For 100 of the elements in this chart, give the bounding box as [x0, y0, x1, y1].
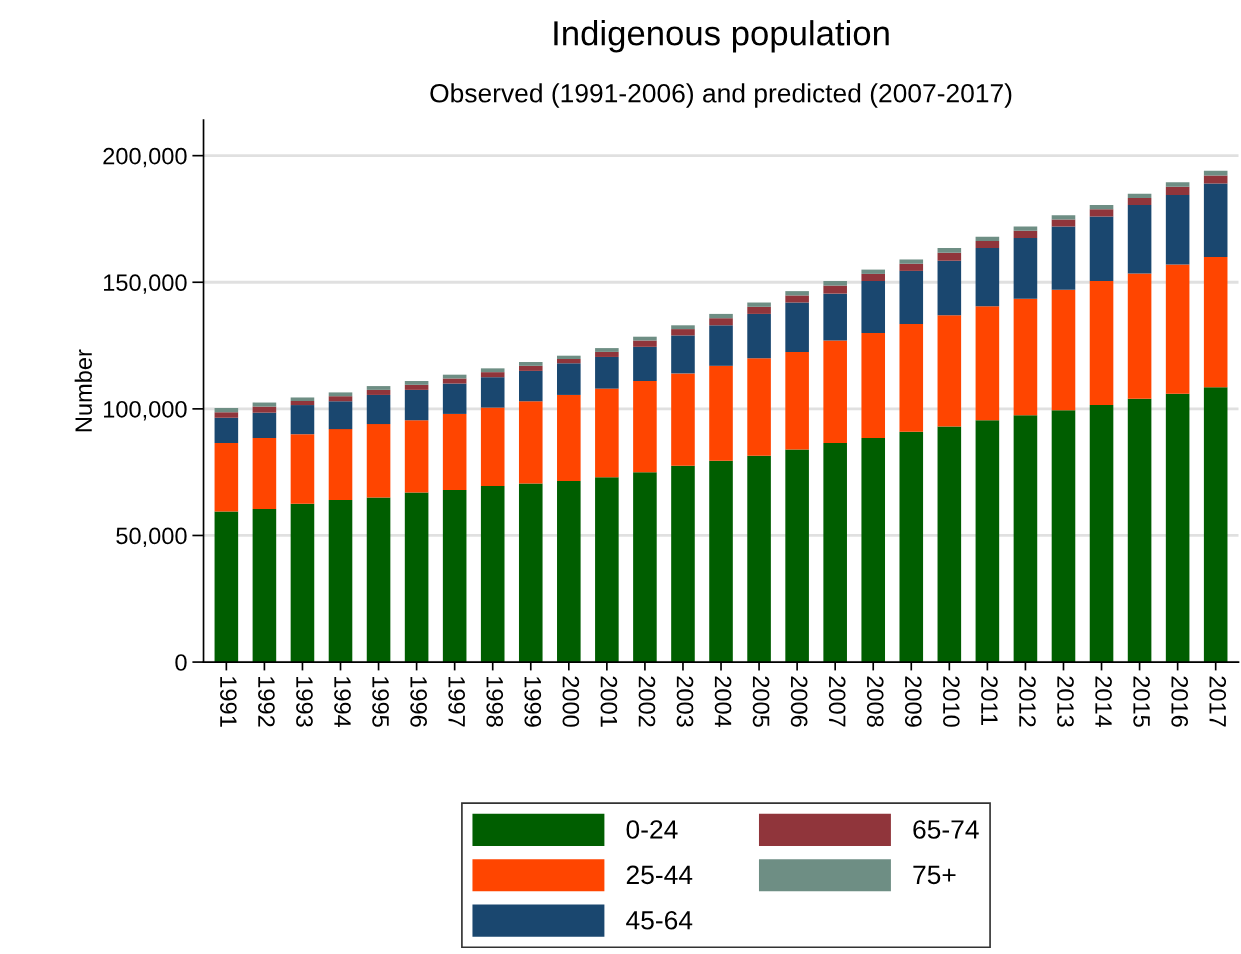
bar	[366, 394, 391, 425]
bar	[709, 313, 733, 319]
bar	[671, 329, 695, 336]
bar	[975, 236, 1000, 241]
bar	[480, 486, 505, 663]
legend-label: 25-44	[626, 865, 693, 885]
bar	[671, 325, 695, 330]
bar	[823, 443, 847, 663]
bar	[823, 285, 847, 294]
bar	[214, 408, 239, 413]
bar	[937, 248, 962, 253]
bar	[709, 365, 733, 461]
x-tick-label: 2005	[752, 676, 770, 727]
x-tick-label: 1991	[220, 677, 237, 727]
bar	[861, 280, 886, 333]
x-tick-label: 2000	[562, 676, 580, 727]
bar	[1013, 415, 1038, 663]
bar	[785, 295, 809, 303]
x-tick-label: 2012	[1019, 676, 1036, 727]
bar	[290, 405, 315, 435]
bar	[1051, 410, 1076, 663]
bar	[633, 346, 657, 382]
bar	[518, 365, 543, 371]
x-tick-label: 2016	[1171, 676, 1189, 727]
x-tick-label: 2007	[828, 676, 846, 727]
bar	[1127, 398, 1152, 663]
x-tick-label: 2004	[714, 676, 732, 728]
bar	[404, 492, 429, 663]
bar	[1127, 197, 1152, 206]
bar	[899, 259, 924, 264]
bar	[861, 437, 886, 663]
bar	[1127, 193, 1152, 198]
bar	[557, 358, 581, 364]
x-tick-label: 2008	[866, 676, 884, 727]
bar	[1089, 216, 1114, 281]
bar	[595, 477, 619, 663]
x-tick-label: 2001	[600, 676, 618, 727]
bar	[252, 508, 277, 663]
bar	[1089, 205, 1114, 210]
bar	[518, 401, 543, 484]
bar	[480, 372, 505, 378]
bar	[1013, 226, 1038, 231]
bar	[442, 413, 467, 490]
bar	[290, 401, 315, 406]
bar	[747, 313, 771, 359]
bar	[214, 417, 239, 444]
bar	[442, 378, 467, 384]
bar	[557, 355, 581, 359]
bar	[1089, 405, 1114, 663]
bar	[1089, 209, 1114, 217]
bar	[671, 465, 695, 663]
legend-label: 65-74	[913, 820, 979, 839]
bar	[1165, 194, 1190, 265]
bar	[1127, 273, 1152, 399]
bar	[328, 429, 353, 501]
bar	[366, 424, 391, 498]
bar	[252, 406, 277, 413]
bar	[1013, 298, 1038, 416]
bar	[899, 270, 924, 325]
bar	[975, 420, 1000, 663]
bar	[1203, 387, 1228, 663]
y-tick-label: 100,000	[104, 400, 187, 421]
bar	[480, 368, 505, 373]
bar	[328, 392, 353, 397]
bar	[671, 335, 695, 374]
bar	[518, 362, 543, 366]
bar	[404, 384, 429, 390]
bar	[861, 273, 886, 281]
x-tick-label: 1998	[486, 677, 504, 727]
bar	[1203, 256, 1228, 388]
bar	[1051, 226, 1076, 290]
bar	[480, 377, 505, 408]
bar	[518, 370, 543, 402]
x-tick-label: 2015	[1133, 676, 1150, 727]
x-tick-label: 1995	[372, 677, 389, 727]
bar	[785, 351, 809, 450]
bar	[1013, 230, 1038, 238]
bar	[975, 248, 1000, 307]
bar	[214, 511, 239, 663]
bar	[1165, 186, 1190, 195]
bar	[404, 381, 429, 385]
x-tick-label: 1994	[334, 677, 351, 728]
bar	[404, 389, 429, 421]
chart-title: Indigenous population	[554, 20, 889, 53]
bar	[861, 332, 886, 438]
bar	[252, 412, 277, 438]
bar	[557, 394, 581, 482]
bar	[557, 481, 581, 663]
bar	[1051, 215, 1076, 220]
bar	[442, 383, 467, 414]
x-tick-label: 2003	[676, 676, 694, 727]
bar	[366, 386, 391, 390]
bar	[633, 340, 657, 347]
bar	[975, 240, 1000, 249]
bar	[366, 497, 391, 663]
x-tick-label: 2006	[790, 676, 808, 727]
x-tick-label: 2010	[942, 676, 960, 727]
x-tick-label: 1992	[258, 677, 275, 727]
bar	[1051, 219, 1076, 227]
y-tick-label: 50,000	[116, 527, 187, 548]
